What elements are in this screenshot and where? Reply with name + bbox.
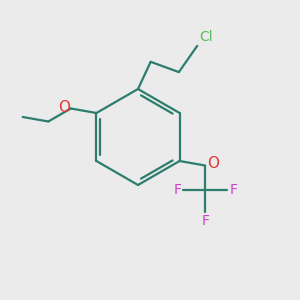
- Text: O: O: [207, 156, 219, 171]
- Text: O: O: [58, 100, 70, 115]
- Text: Cl: Cl: [199, 30, 213, 44]
- Text: F: F: [229, 182, 237, 197]
- Text: F: F: [173, 182, 181, 197]
- Text: F: F: [201, 214, 209, 227]
